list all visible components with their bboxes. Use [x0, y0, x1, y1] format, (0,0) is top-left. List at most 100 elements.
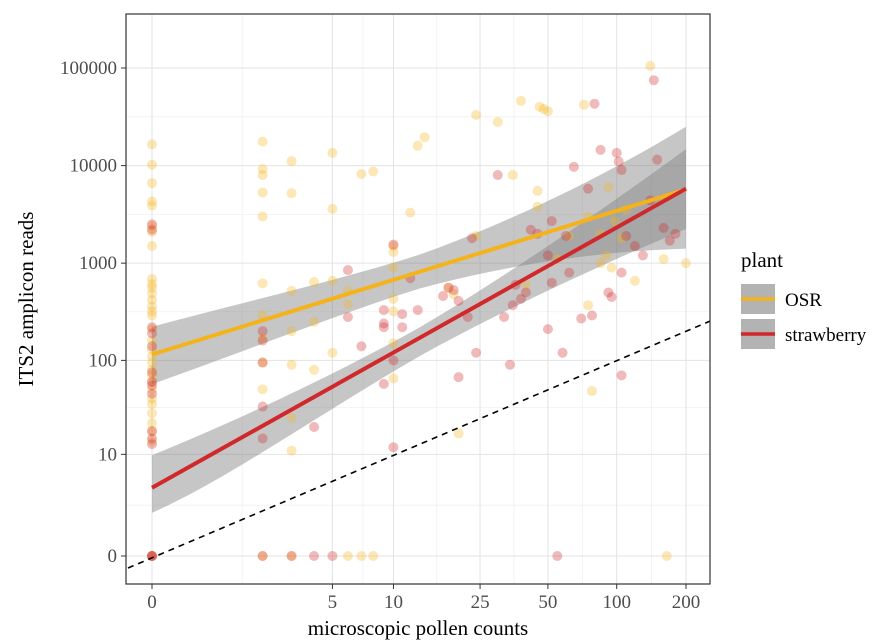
- data-point-strawberry: [397, 322, 408, 333]
- data-point-strawberry: [616, 370, 627, 381]
- data-point-strawberry: [504, 359, 515, 370]
- data-point-strawberry: [397, 309, 408, 320]
- data-point-strawberry: [670, 228, 681, 239]
- data-point-osr: [661, 551, 672, 561]
- data-point-osr: [257, 357, 268, 368]
- data-point-osr: [532, 185, 543, 196]
- data-point-osr: [616, 233, 627, 244]
- x-tick-label: 50: [538, 592, 557, 613]
- data-point-strawberry: [589, 98, 600, 109]
- data-point-strawberry: [637, 250, 648, 261]
- data-point-osr: [286, 412, 297, 423]
- data-point-strawberry: [356, 341, 367, 352]
- legend-title: plant: [741, 248, 783, 272]
- data-point-strawberry: [453, 372, 464, 383]
- data-point-strawberry: [467, 233, 478, 244]
- data-point-osr: [453, 428, 464, 439]
- data-point-osr: [520, 279, 531, 290]
- data-point-osr: [286, 156, 297, 167]
- data-point-osr: [448, 289, 459, 300]
- data-point-strawberry: [147, 224, 157, 235]
- legend: plant OSR strawberry: [741, 248, 867, 349]
- y-tick-label: 10: [98, 444, 117, 465]
- data-point-strawberry: [388, 355, 399, 366]
- data-point-osr: [388, 247, 399, 258]
- data-point-osr: [388, 306, 399, 317]
- data-point-strawberry: [147, 439, 157, 450]
- data-point-strawberry: [557, 347, 568, 358]
- data-point-strawberry: [147, 433, 157, 444]
- data-point-strawberry: [388, 239, 399, 250]
- data-point-strawberry: [492, 170, 503, 181]
- data-point-strawberry: [611, 147, 622, 158]
- data-point-strawberry: [147, 426, 157, 437]
- data-point-osr: [579, 99, 590, 110]
- data-point-osr: [147, 139, 157, 150]
- data-point-osr: [147, 418, 157, 429]
- data-point-strawberry: [147, 367, 157, 378]
- legend-label-strawberry: strawberry: [785, 325, 867, 346]
- data-point-osr: [507, 170, 518, 181]
- data-point-osr: [147, 384, 157, 395]
- data-point-strawberry: [147, 219, 157, 230]
- x-axis-title: microscopic pollen counts: [308, 616, 528, 640]
- data-point-osr: [515, 95, 526, 106]
- data-point-strawberry: [147, 380, 157, 391]
- data-point-strawberry: [564, 267, 575, 278]
- legend-item-strawberry: strawberry: [741, 319, 867, 349]
- data-point-osr: [257, 211, 268, 222]
- data-point-osr: [147, 279, 157, 290]
- data-point-osr: [564, 230, 575, 241]
- data-point-strawberry: [546, 216, 557, 227]
- data-point-osr: [368, 166, 379, 177]
- data-point-osr: [327, 347, 338, 358]
- data-point-strawberry: [378, 378, 389, 389]
- data-point-osr: [327, 147, 338, 158]
- data-point-osr: [658, 254, 669, 265]
- data-point-osr: [388, 262, 399, 273]
- data-point-osr: [286, 285, 297, 296]
- x-tick-label: 200: [672, 592, 701, 613]
- data-point-osr: [257, 551, 268, 561]
- data-point-osr: [595, 258, 606, 269]
- data-point-strawberry: [499, 312, 510, 323]
- data-point-osr: [601, 250, 612, 261]
- data-point-strawberry: [378, 305, 389, 316]
- data-point-osr: [147, 306, 157, 317]
- data-point-strawberry: [257, 433, 268, 444]
- data-point-osr: [309, 277, 320, 288]
- data-point-osr: [147, 426, 157, 437]
- data-point-osr: [388, 338, 399, 349]
- data-point-strawberry: [147, 388, 157, 399]
- data-point-osr: [257, 333, 268, 344]
- data-point-osr: [342, 551, 353, 561]
- data-point-osr: [286, 445, 297, 456]
- data-point-osr: [492, 116, 503, 127]
- data-point-strawberry: [147, 341, 157, 352]
- data-point-osr: [583, 300, 594, 311]
- data-point-strawberry: [520, 287, 531, 298]
- data-point-osr: [257, 164, 268, 175]
- legend-item-osr: OSR: [741, 284, 822, 314]
- panel-border: [125, 13, 711, 585]
- panel-background: [126, 14, 710, 584]
- fit-line-osr: [151, 187, 687, 357]
- data-point-osr: [147, 196, 157, 207]
- data-point-strawberry: [378, 318, 389, 329]
- y-tick-label: 10000: [70, 156, 118, 177]
- y-tick-label: 0: [108, 546, 118, 567]
- data-point-strawberry: [568, 161, 579, 172]
- data-point-osr: [147, 200, 157, 211]
- data-point-osr: [257, 170, 268, 181]
- data-point-osr: [147, 178, 157, 189]
- data-point-strawberry: [542, 250, 553, 261]
- data-point-osr: [147, 240, 157, 251]
- data-point-osr: [327, 203, 338, 214]
- x-tick-label: 10: [384, 592, 403, 613]
- data-point-osr: [388, 293, 399, 304]
- data-point-osr: [147, 301, 157, 312]
- y-tick-label: 100: [89, 350, 118, 371]
- data-point-strawberry: [257, 326, 268, 337]
- data-point-osr: [286, 359, 297, 370]
